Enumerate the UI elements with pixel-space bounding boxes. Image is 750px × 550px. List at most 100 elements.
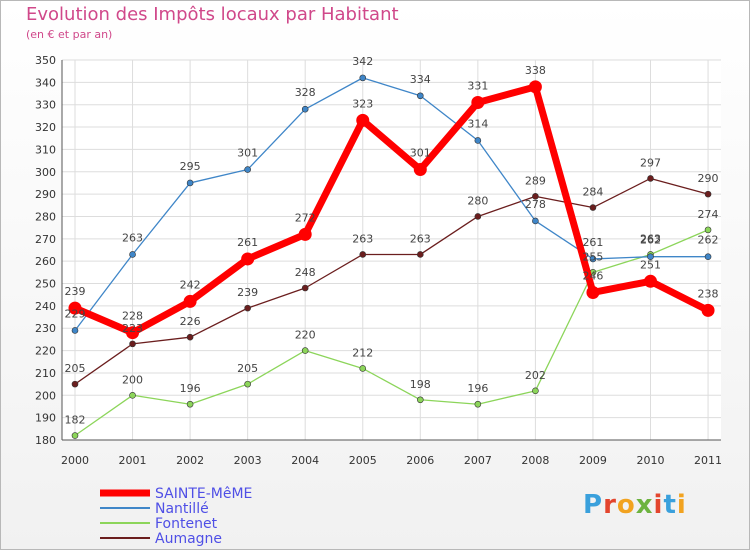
data-label: 301 xyxy=(237,147,258,160)
data-label: 334 xyxy=(410,73,431,86)
series-point-0 xyxy=(298,227,312,241)
data-label: 280 xyxy=(467,194,488,207)
series-point-3 xyxy=(301,284,309,292)
y-tick-label: 210 xyxy=(35,367,56,380)
series-point-1 xyxy=(244,166,251,173)
series-point-3 xyxy=(359,251,367,258)
y-tick-label: 350 xyxy=(35,54,56,67)
series-point-2 xyxy=(186,400,194,408)
series-point-2 xyxy=(301,347,309,354)
series-point-3 xyxy=(532,193,539,200)
y-tick-label: 260 xyxy=(35,255,56,268)
series-line-3 xyxy=(74,177,709,385)
data-label: 196 xyxy=(467,382,488,395)
x-tick-label: 2002 xyxy=(176,454,204,467)
data-label: 239 xyxy=(65,285,86,298)
series-line-1 xyxy=(74,77,709,332)
data-label: 205 xyxy=(237,362,258,375)
x-tick-label: 2008 xyxy=(521,454,549,467)
series-point-1 xyxy=(704,253,712,261)
series-point-1 xyxy=(532,217,539,225)
series-point-0 xyxy=(126,326,140,340)
series-point-3 xyxy=(416,251,424,258)
data-label: 226 xyxy=(180,315,201,328)
y-tick-label: 280 xyxy=(35,210,56,223)
series-point-2 xyxy=(704,226,712,234)
data-label: 278 xyxy=(525,198,546,211)
y-tick-label: 340 xyxy=(35,76,56,89)
series-point-1 xyxy=(647,253,654,261)
series-line-0 xyxy=(71,83,712,337)
x-tick-label: 2010 xyxy=(637,454,665,467)
series-point-0 xyxy=(644,274,657,288)
series-point-3 xyxy=(186,333,194,341)
series-point-2 xyxy=(359,365,367,372)
data-label: 263 xyxy=(122,231,143,244)
series-point-2 xyxy=(532,387,539,395)
series-point-0 xyxy=(413,163,427,177)
series-point-3 xyxy=(647,175,654,182)
y-tick-label: 250 xyxy=(35,278,56,291)
data-label: 342 xyxy=(352,55,373,68)
data-label: 198 xyxy=(410,378,431,391)
series-point-3 xyxy=(474,213,482,220)
data-label: 238 xyxy=(698,287,719,300)
x-tick-label: 2003 xyxy=(234,454,262,467)
data-label: 314 xyxy=(467,117,488,130)
y-tick-label: 230 xyxy=(35,322,56,335)
plot-area xyxy=(62,60,721,440)
data-label: 263 xyxy=(410,232,431,245)
data-label: 239 xyxy=(237,286,258,299)
data-label: 220 xyxy=(295,329,316,342)
legend-label-1: Nantillé xyxy=(155,501,209,517)
data-label: 295 xyxy=(180,160,201,173)
data-label: 323 xyxy=(352,97,373,110)
data-label: 248 xyxy=(295,266,316,279)
data-label: 223 xyxy=(122,322,143,335)
y-tick-label: 290 xyxy=(35,188,56,201)
series-point-1 xyxy=(301,105,309,113)
series-point-2 xyxy=(416,396,424,404)
proxiti-logo: Proxiti xyxy=(583,490,687,520)
data-label: 228 xyxy=(122,310,143,323)
x-tick-label: 2000 xyxy=(61,454,89,467)
series-point-1 xyxy=(359,74,367,82)
y-tick-label: 270 xyxy=(35,233,56,246)
x-tick-label: 2011 xyxy=(694,454,722,467)
data-label: 255 xyxy=(582,250,603,263)
series-point-0 xyxy=(183,294,197,308)
x-tick-label: 2001 xyxy=(119,454,147,467)
data-label: 200 xyxy=(122,373,143,386)
series-point-1 xyxy=(186,179,194,187)
series-point-1 xyxy=(474,137,482,144)
data-label: 196 xyxy=(180,382,201,395)
data-label: 182 xyxy=(65,414,86,427)
data-label: 338 xyxy=(525,64,546,77)
series-point-1 xyxy=(129,251,136,258)
y-tick-label: 240 xyxy=(35,300,56,313)
series-point-3 xyxy=(71,380,79,388)
series-point-2 xyxy=(71,432,79,439)
data-label: 289 xyxy=(525,174,546,187)
series-point-0 xyxy=(701,303,715,317)
series-point-3 xyxy=(129,340,136,348)
data-label: 246 xyxy=(582,269,603,282)
series-point-0 xyxy=(241,252,255,266)
series-point-0 xyxy=(528,80,542,94)
chart-title: Evolution des Impôts locaux par Habitant xyxy=(26,4,399,25)
data-label: 261 xyxy=(582,236,603,249)
data-label: 202 xyxy=(525,369,546,382)
legend-label-3: Aumagne xyxy=(155,531,222,547)
data-label: 301 xyxy=(410,147,431,160)
legend-label-2: Fontenet xyxy=(155,516,218,532)
x-tick-label: 2007 xyxy=(464,454,492,467)
data-label: 205 xyxy=(65,362,86,375)
x-tick-label: 2005 xyxy=(349,454,377,467)
series-point-2 xyxy=(474,400,482,408)
legend-label-0: SAINTE-MêME xyxy=(155,486,252,502)
y-tick-label: 310 xyxy=(35,143,56,156)
data-label: 262 xyxy=(640,234,661,247)
data-label: 263 xyxy=(352,232,373,245)
data-label: 261 xyxy=(237,236,258,249)
